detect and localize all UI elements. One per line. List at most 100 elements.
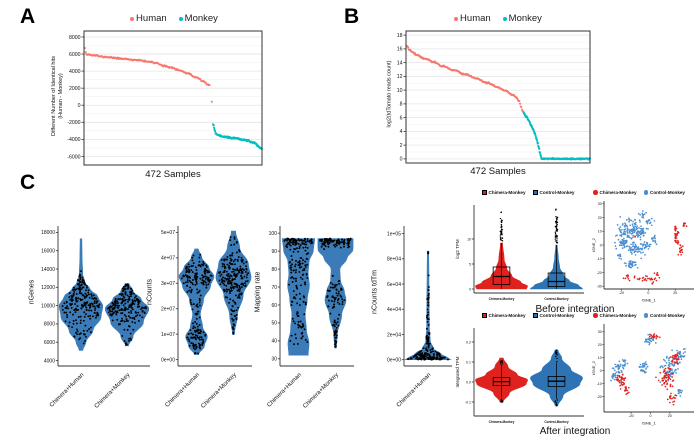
human-dot-icon	[454, 16, 459, 21]
svg-text:-20: -20	[628, 414, 633, 418]
chimera-dot-icon	[593, 313, 598, 318]
svg-text:0e+00: 0e+00	[387, 357, 401, 363]
svg-text:1e+05: 1e+05	[387, 231, 401, 237]
svg-text:10: 10	[467, 237, 471, 241]
svg-text:Control-Monkey: Control-Monkey	[544, 420, 568, 424]
svg-text:0: 0	[78, 103, 81, 109]
after-caption: After integration	[539, 426, 611, 437]
legend-label-control: Control-Monkey	[539, 313, 575, 318]
svg-text:70: 70	[271, 285, 277, 291]
svg-text:tSNE_2: tSNE_2	[591, 360, 596, 375]
legend-label-monkey: Monkey	[184, 13, 218, 24]
svg-text:4000: 4000	[44, 358, 55, 364]
legend-label-chimera: Chimera-Monkey	[599, 190, 637, 195]
chimera-key-icon	[481, 313, 487, 318]
svg-text:Chimera-Monkey: Chimera-Monkey	[489, 420, 515, 424]
legend-item-monkey: Monkey	[502, 13, 542, 24]
svg-text:60: 60	[271, 303, 277, 309]
violin-ngenes-chart: 18000 16000 14000 12000 10000 8000 6000 4000 Chi…	[41, 226, 150, 410]
legend-item-chimera-monkey: Chimera-Monkey	[481, 190, 526, 195]
svg-text:5: 5	[469, 262, 471, 266]
before-tsne-chart: 30 20 10 0 -10 -20 -30 -20 0 20 tSNE_1 tSNE_2	[591, 201, 694, 303]
legend-label-control: Control-Monkey	[650, 190, 685, 195]
panel-a-letter: A	[20, 5, 36, 28]
legend-item-control-monkey: Control-Monkey	[643, 313, 685, 318]
svg-text:14: 14	[397, 60, 403, 66]
legend-item-control-monkey: Control-Monkey	[532, 190, 575, 195]
svg-text:6: 6	[400, 115, 403, 121]
panel-c-letter: C	[20, 171, 36, 194]
svg-text:20: 20	[668, 414, 672, 418]
svg-text:10000: 10000	[41, 303, 55, 309]
legend-label-human: Human	[136, 13, 167, 24]
svg-text:Chimera-Monkey: Chimera-Monkey	[489, 297, 515, 301]
panel-a-legend: Human Monkey	[85, 13, 263, 24]
svg-text:6e+04: 6e+04	[387, 282, 401, 288]
control-key-icon	[532, 313, 538, 318]
svg-text:-0.1: -0.1	[465, 400, 471, 404]
svg-text:4e+07: 4e+07	[161, 256, 175, 262]
svg-text:8000: 8000	[69, 35, 81, 41]
svg-text:0: 0	[647, 291, 649, 295]
panel-b-xlabel: 472 Samples	[470, 166, 526, 177]
svg-text:100: 100	[269, 231, 278, 237]
svg-text:0: 0	[649, 414, 651, 418]
svg-text:0: 0	[400, 157, 403, 163]
svg-text:20: 20	[673, 291, 677, 295]
panel-a-chart: 8000 6000 4000 2000 0 -2000 -4000 -6000	[67, 30, 264, 166]
svg-text:3e+07: 3e+07	[161, 281, 175, 287]
after-tsne-chart: 30 20 10 0 -10 -20 -20 0 20 tSNE_1 tSNE_2	[591, 324, 694, 426]
svg-text:2e+04: 2e+04	[387, 332, 401, 338]
svg-text:2000: 2000	[69, 86, 81, 92]
svg-text:-20: -20	[619, 291, 624, 295]
control-key-icon	[532, 190, 538, 195]
svg-text:4e+04: 4e+04	[387, 307, 401, 313]
svg-text:Chimera+Human: Chimera+Human	[396, 372, 432, 408]
violin-tdtm-ylabel: nCounts tdTm	[371, 270, 379, 314]
svg-text:1e+07: 1e+07	[161, 332, 175, 338]
svg-text:0: 0	[600, 243, 602, 247]
svg-text:10: 10	[397, 88, 403, 94]
svg-text:18000: 18000	[41, 230, 55, 236]
svg-text:30: 30	[598, 202, 602, 206]
legend-label-chimera: Chimera-Monkey	[599, 313, 637, 318]
before-violin-chart: 10 5 0 Chimera-Monkey Control-Monkey	[467, 205, 584, 301]
svg-text:tSNE_2: tSNE_2	[591, 237, 596, 252]
svg-text:-10: -10	[597, 257, 602, 261]
violin-mapping-chart: 100 90 80 70 60 50 40 30 Chimera+Human Chimera+Mo…	[266, 226, 354, 410]
panel-a-xlabel: 472 Samples	[145, 169, 201, 180]
svg-text:14000: 14000	[41, 267, 55, 273]
before-tsne-legend: Chimera-Monkey Control-Monkey	[582, 190, 696, 195]
svg-text:Chimera+Human: Chimera+Human	[266, 372, 302, 408]
svg-text:-10: -10	[597, 382, 602, 386]
chimera-key-icon	[481, 190, 487, 195]
svg-text:16000: 16000	[41, 249, 55, 255]
svg-text:-6000: -6000	[67, 154, 80, 160]
svg-text:Chimera+Monkey: Chimera+Monkey	[200, 372, 238, 410]
svg-text:Control-Monkey: Control-Monkey	[544, 297, 568, 301]
svg-text:40: 40	[271, 339, 277, 345]
after-violin-chart: 0.2 0.1 0.0 -0.1 Chimera-Monkey Control-Monke…	[465, 328, 584, 424]
svg-text:-20: -20	[597, 395, 602, 399]
svg-text:50: 50	[271, 321, 277, 327]
svg-text:tSNE_1: tSNE_1	[642, 298, 657, 303]
monkey-dot-icon	[178, 16, 183, 21]
chimera-dot-icon	[593, 190, 598, 195]
svg-text:0.0: 0.0	[466, 380, 471, 384]
panel-b-letter: B	[344, 5, 360, 28]
svg-text:12: 12	[397, 74, 403, 80]
legend-label-human: Human	[460, 13, 491, 24]
legend-label-control: Control-Monkey	[539, 190, 575, 195]
legend-item-human: Human	[454, 13, 491, 24]
panel-b-legend: Human Monkey	[408, 13, 588, 24]
after-violin-legend: Chimera-Monkey Control-Monkey	[468, 313, 588, 318]
svg-text:Chimera+Human: Chimera+Human	[49, 372, 85, 408]
violin-tdtm-chart: 1e+05 8e+04 6e+04 4e+04 2e+04 0e+00 Chimera+Hu…	[387, 226, 452, 409]
svg-text:20: 20	[598, 343, 602, 347]
before-violin-legend: Chimera-Monkey Control-Monkey	[468, 190, 588, 195]
svg-text:16: 16	[397, 47, 403, 53]
legend-item-chimera-monkey: Chimera-Monkey	[481, 313, 526, 318]
legend-item-control-monkey: Control-Monkey	[643, 190, 685, 195]
svg-text:80: 80	[271, 267, 277, 273]
